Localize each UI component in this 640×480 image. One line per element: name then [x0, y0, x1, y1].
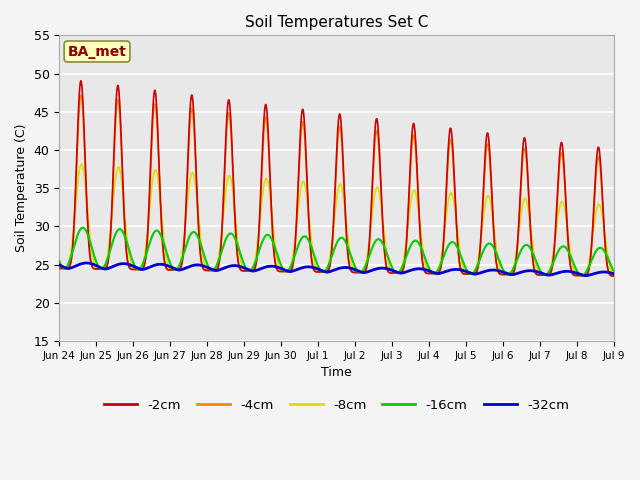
X-axis label: Time: Time	[321, 366, 352, 379]
Legend: -2cm, -4cm, -8cm, -16cm, -32cm: -2cm, -4cm, -8cm, -16cm, -32cm	[99, 394, 574, 417]
Y-axis label: Soil Temperature (C): Soil Temperature (C)	[15, 124, 28, 252]
Text: BA_met: BA_met	[68, 45, 127, 59]
Title: Soil Temperatures Set C: Soil Temperatures Set C	[245, 15, 428, 30]
